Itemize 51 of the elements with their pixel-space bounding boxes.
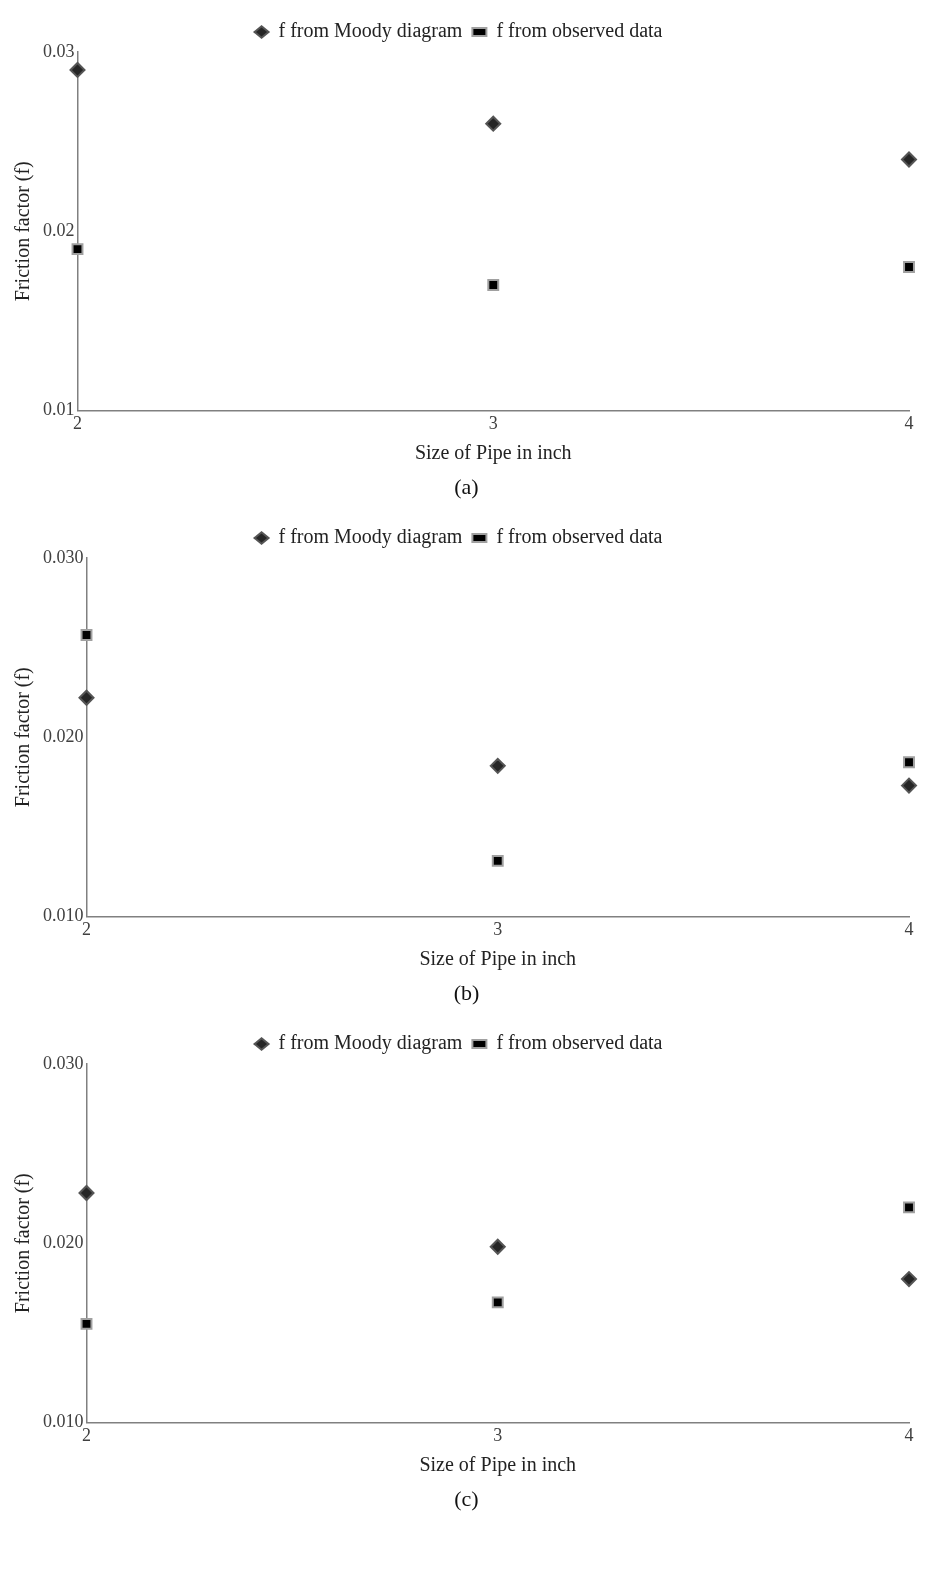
text: (c) bbox=[453, 1486, 480, 1512]
point bbox=[491, 854, 504, 867]
x-tick-label: 3 bbox=[493, 918, 503, 939]
y-tick-label: 0.03 bbox=[43, 40, 75, 61]
point bbox=[69, 61, 86, 78]
legend-label: f from observed data bbox=[496, 1031, 663, 1054]
legend-label: f from Moody diagram bbox=[278, 19, 463, 43]
y-tick-label: 0.010 bbox=[43, 905, 84, 926]
legend-label: f from Moody diagram bbox=[278, 1031, 463, 1055]
x-axis-title: Size of Pipe in inch bbox=[419, 947, 577, 971]
point bbox=[78, 1185, 95, 1202]
x-tick-label: 3 bbox=[493, 1424, 503, 1445]
point bbox=[78, 689, 95, 706]
point bbox=[903, 261, 915, 273]
point bbox=[903, 756, 915, 769]
x-axis-title: Size of Pipe in inch bbox=[414, 441, 572, 465]
x-axis-title: Size of Pipe in inch bbox=[419, 1453, 577, 1477]
point bbox=[485, 115, 502, 132]
legend-label: f from observed data bbox=[496, 525, 663, 548]
point bbox=[71, 243, 84, 256]
legend-label: f from observed data bbox=[496, 19, 663, 42]
x-tick-label: 4 bbox=[904, 1424, 914, 1445]
x-tick-label: 2 bbox=[82, 1424, 91, 1445]
x-tick-label: 3 bbox=[488, 412, 498, 433]
point bbox=[487, 279, 500, 291]
x-tick-label: 2 bbox=[82, 918, 91, 939]
x-tick-label: 2 bbox=[73, 412, 82, 433]
point bbox=[80, 1317, 93, 1330]
y-tick-label: 0.030 bbox=[43, 546, 84, 567]
x-tick-label: 4 bbox=[904, 918, 914, 939]
y-axis-title: Friction factor (f) bbox=[11, 1173, 35, 1314]
y-tick-label: 0.01 bbox=[43, 399, 75, 420]
x-tick-label: 4 bbox=[904, 412, 914, 433]
y-axis-title: Friction factor (f) bbox=[11, 667, 35, 808]
point bbox=[489, 1238, 506, 1255]
y-tick-label: 0.020 bbox=[43, 725, 84, 746]
point bbox=[80, 629, 93, 642]
y-tick-label: 0.030 bbox=[43, 1052, 84, 1073]
legend-label: f from Moody diagram bbox=[278, 525, 463, 549]
point bbox=[901, 777, 917, 794]
y-axis-title: Friction factor (f) bbox=[11, 161, 35, 302]
point bbox=[901, 151, 917, 168]
point bbox=[491, 1296, 504, 1309]
point bbox=[489, 757, 506, 774]
y-tick-label: 0.020 bbox=[43, 1231, 84, 1252]
y-tick-label: 0.010 bbox=[43, 1411, 84, 1432]
text: (a) bbox=[453, 474, 480, 500]
y-tick-label: 0.02 bbox=[43, 219, 75, 240]
text: (b) bbox=[452, 980, 481, 1006]
point bbox=[901, 1271, 917, 1288]
point bbox=[903, 1201, 915, 1214]
